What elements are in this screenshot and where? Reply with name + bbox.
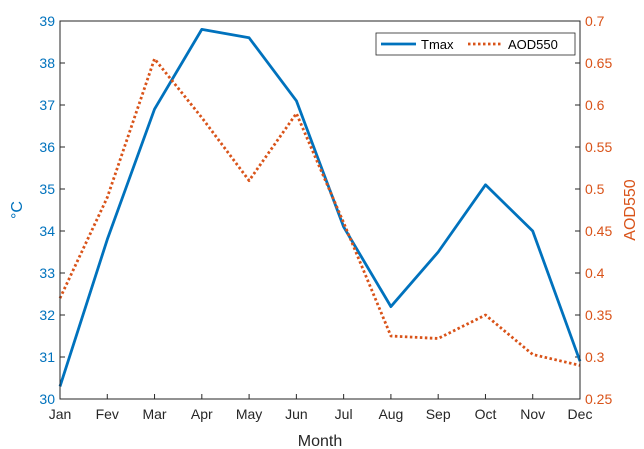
right-tick-label: 0.35 <box>585 307 612 323</box>
right-tick-label: 0.3 <box>585 349 605 365</box>
left-tick-label: 37 <box>39 97 55 113</box>
right-tick-label: 0.4 <box>585 265 605 281</box>
x-tick-label: Dec <box>568 406 593 422</box>
plot-frame <box>59 20 581 400</box>
x-tick-label: Mar <box>142 406 166 422</box>
x-tick-label: Apr <box>191 406 213 422</box>
series-line-aod550 <box>58 57 581 367</box>
right-tick-label: 0.7 <box>585 13 605 29</box>
x-tick-label: Sep <box>426 406 451 422</box>
legend: Tmax AOD550 <box>375 32 576 56</box>
left-tick-label: 36 <box>39 139 55 155</box>
x-tick-label: Oct <box>475 406 497 422</box>
right-axis-ticks: 0.25 0.3 0.35 0.4 0.45 0.5 0.55 0.6 0.65 0.7 <box>575 13 612 407</box>
left-tick-label: 31 <box>39 349 55 365</box>
left-tick-label: 33 <box>39 265 55 281</box>
left-tick-label: 32 <box>39 307 55 323</box>
x-axis-title: Month <box>298 433 342 449</box>
x-tick-label: Aug <box>378 406 403 422</box>
right-tick-label: 0.65 <box>585 55 612 71</box>
right-tick-label: 0.6 <box>585 97 605 113</box>
left-tick-label: 38 <box>39 55 55 71</box>
x-tick-label: Jun <box>285 406 308 422</box>
right-axis-title: AOD550 <box>622 179 639 240</box>
legend-label-tmax: Tmax <box>421 37 454 52</box>
series-line-tmax <box>58 27 582 387</box>
right-tick-label: 0.45 <box>585 223 612 239</box>
legend-label-aod550: AOD550 <box>508 37 558 52</box>
left-tick-label: 30 <box>39 391 55 407</box>
x-tick-label: Jan <box>49 406 72 422</box>
x-tick-label: May <box>236 406 262 422</box>
x-axis-ticks: Jan Fev Mar Apr May Jun Jul Aug Sep Oct Nov Dec <box>49 394 593 422</box>
plot-area <box>60 21 580 399</box>
left-axis-title: °C <box>9 201 26 219</box>
x-tick-label: Nov <box>520 406 545 422</box>
left-axis-ticks: 30 31 32 33 34 35 36 37 38 39 <box>39 13 65 407</box>
right-tick-label: 0.5 <box>585 181 605 197</box>
left-tick-label: 34 <box>39 223 55 239</box>
left-tick-label: 39 <box>39 13 55 29</box>
x-tick-label: Jul <box>335 406 353 422</box>
x-tick-label: Fev <box>96 406 119 422</box>
left-tick-label: 35 <box>39 181 55 197</box>
right-tick-label: 0.25 <box>585 391 612 407</box>
right-tick-label: 0.55 <box>585 139 612 155</box>
